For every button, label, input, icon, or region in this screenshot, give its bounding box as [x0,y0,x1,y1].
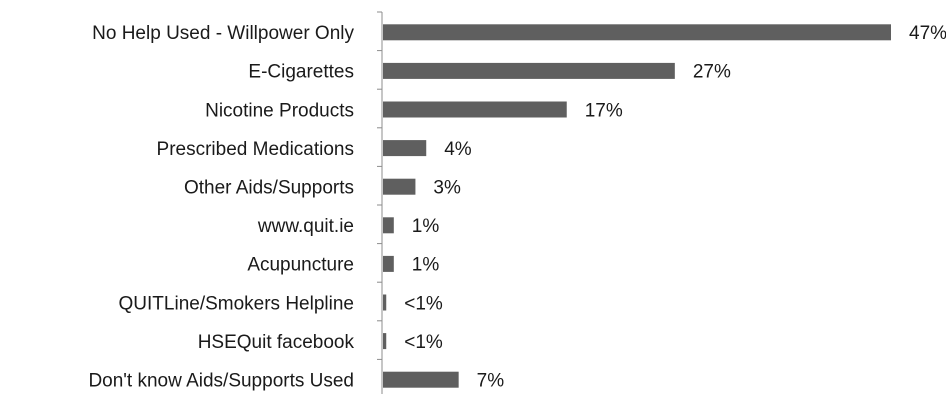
category-label: Don't know Aids/Supports Used [88,371,354,392]
data-label: 7% [477,371,505,392]
data-label: <1% [404,293,443,314]
category-label: E-Cigarettes [248,62,354,83]
bar [383,62,675,79]
data-label: <1% [404,332,443,353]
bar [383,255,394,272]
category-label: HSEQuit facebook [198,332,355,353]
category-label: Other Aids/Supports [184,178,354,199]
bar [383,371,459,388]
category-label: www.quit.ie [257,216,354,237]
bar [383,333,387,350]
bar [383,294,387,311]
category-label: Acupuncture [247,255,354,276]
bar [383,140,427,157]
bar [383,217,394,234]
category-label: No Help Used - Willpower Only [92,23,354,44]
category-label: QUITLine/Smokers Helpline [119,293,354,314]
data-label: 3% [433,178,461,199]
category-label: Prescribed Medications [157,139,354,160]
bar [383,101,567,118]
bar [383,178,416,195]
data-label: 1% [412,216,440,237]
category-label: Nicotine Products [205,100,354,121]
data-label: 1% [412,255,440,276]
data-label: 27% [693,62,731,83]
bar [383,24,891,41]
data-label: 4% [444,139,472,160]
data-label: 47% [909,23,946,44]
data-label: 17% [585,100,623,121]
